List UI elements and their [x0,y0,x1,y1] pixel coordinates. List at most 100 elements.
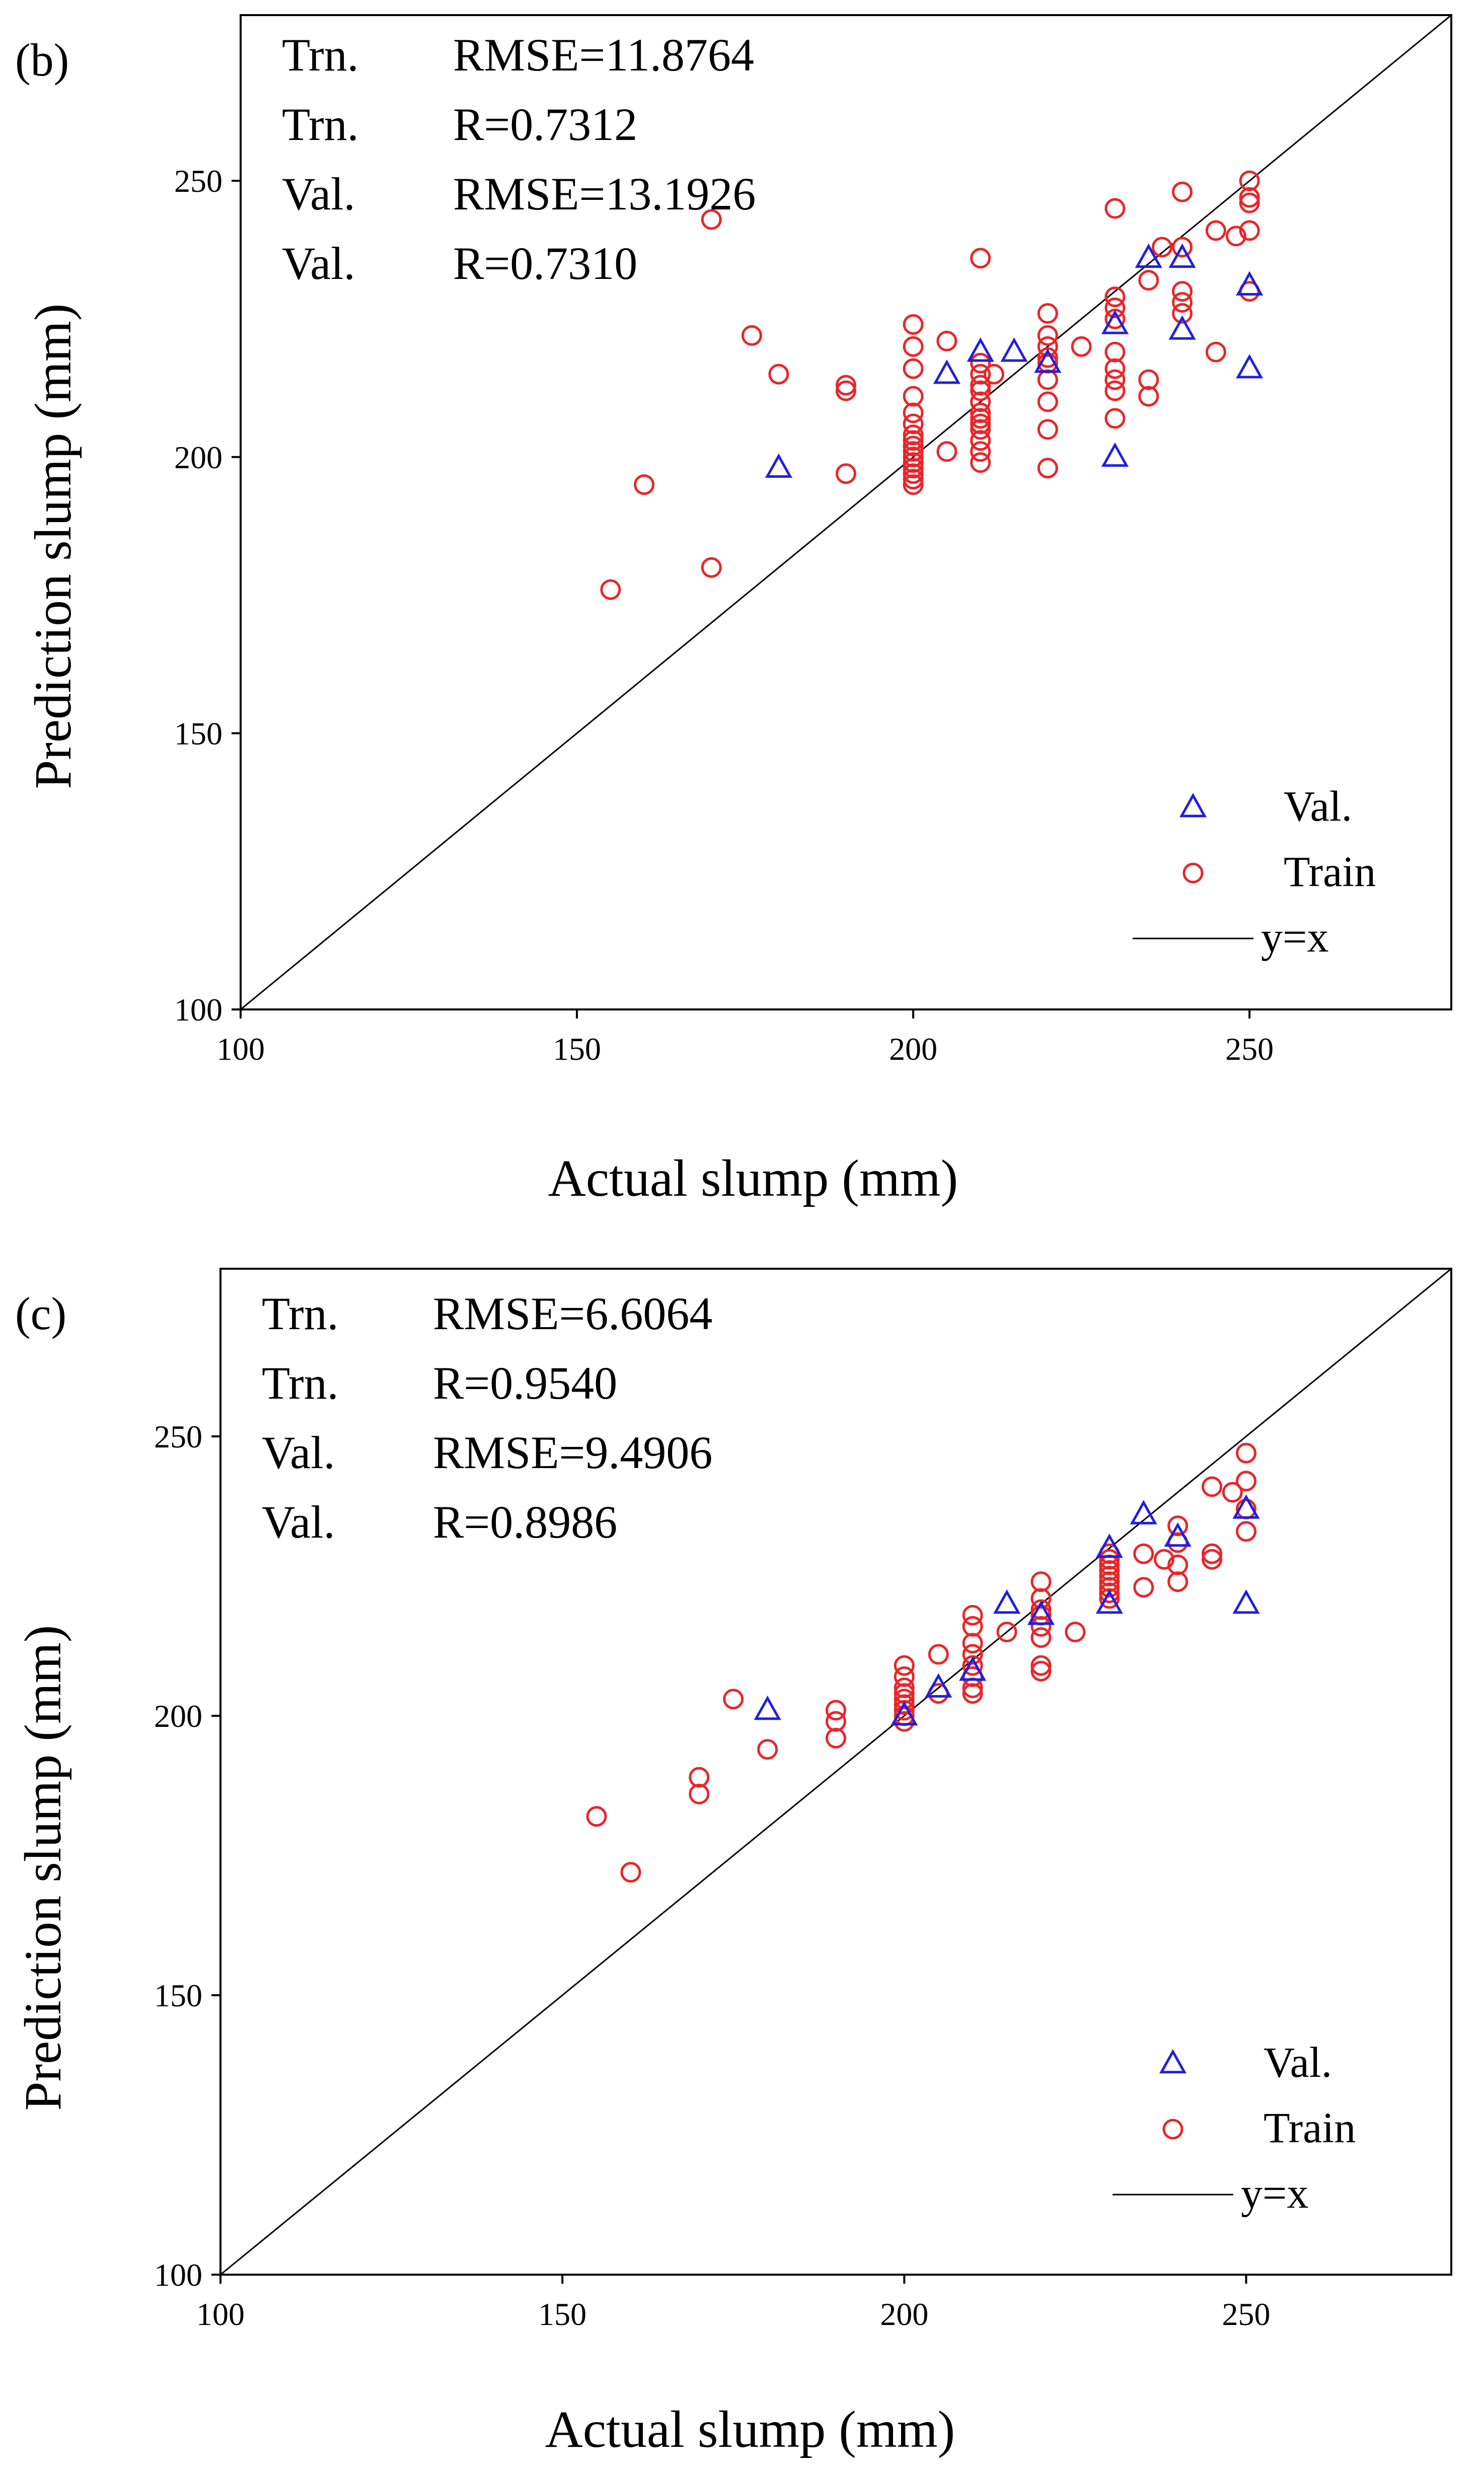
train-point [826,1727,846,1749]
x-tick-label: 200 [889,1031,937,1067]
x-tick-label: 100 [216,1031,265,1067]
train-point [903,314,924,335]
val-point [925,1673,952,1698]
train-point [1167,1515,1189,1537]
legend-train-marker [1162,2119,1183,2140]
stat-metric: RMSE=6.6064 [433,1288,712,1339]
stat-set-label: Trn. [282,99,359,150]
panel-label: (c) [15,1288,66,1339]
train-point [1071,336,1092,357]
stat-metric: R=0.7310 [453,238,637,289]
train-point [962,1605,983,1626]
train-point [689,1767,710,1788]
train-point [1030,1627,1052,1648]
val-point [1168,315,1196,340]
val-point [1164,1522,1192,1547]
stat-set-label: Trn. [282,29,359,81]
train-point [1202,1543,1223,1564]
identity-line [241,15,1451,1009]
val-point [754,1695,781,1720]
train-point [903,463,924,484]
train-point [1030,1616,1052,1637]
legend-label: Train [1264,2103,1356,2152]
train-point [1167,1554,1189,1575]
train-point [1104,408,1126,429]
train-point [1030,1660,1052,1682]
train-point [1236,1521,1256,1542]
legend-label: y=x [1261,913,1329,961]
tick-group: 100 150 200 250 100 150 200 250 [154,1419,1271,2332]
val-point [1168,243,1196,268]
y-tick-label: 100 [154,2257,202,2293]
val-point [1000,337,1028,362]
data-layer [220,1269,1451,2275]
train-point [1138,386,1159,407]
train-point [1236,1442,1256,1464]
train-point [826,1700,846,1721]
train-point [1236,1471,1256,1492]
train-point [1205,220,1226,241]
train-point [970,413,991,434]
val-point [993,1589,1021,1614]
train-point [826,1711,846,1732]
train-point [970,364,991,385]
train-point [962,1644,983,1665]
train-point [903,435,924,457]
train-point [1037,458,1058,479]
train-point [970,352,991,374]
train-point [1104,298,1126,319]
val-point [1135,243,1162,268]
train-point [1222,1482,1243,1503]
train-point [903,447,924,468]
val-point [1232,1589,1260,1614]
train-point [970,248,991,269]
train-point [970,402,991,423]
val-point [1130,1500,1157,1524]
train-point [1065,1622,1086,1642]
train-point [936,441,957,462]
stat-set-label: Val. [262,1496,335,1548]
train-point [970,375,991,396]
train-point [962,1616,983,1637]
train-point [983,364,1004,385]
val-point [765,453,792,478]
train-point [970,452,991,473]
val-point [933,359,960,384]
stat-set-label: Trn. [262,1357,339,1409]
train-point [928,1644,949,1665]
train-point [894,1689,915,1710]
train-point [894,1655,915,1676]
y-tick-label: 100 [174,992,222,1028]
train-point [970,419,991,440]
train-point [1099,1549,1120,1570]
val-point [1232,1494,1260,1519]
x-tick-label: 100 [196,2296,245,2332]
train-point [701,557,722,578]
identity-line [220,1269,1451,2275]
train-point [1104,358,1126,379]
train-point [600,579,621,600]
train-point [1172,237,1193,258]
train-point [970,441,991,462]
train-point [1205,341,1226,362]
x-tick-label: 150 [538,2296,586,2332]
train-point [970,391,991,412]
stat-metric: RMSE=13.1926 [453,168,756,220]
train-point [1104,380,1126,401]
legend-train-marker [1182,862,1204,884]
train-point [1239,220,1260,241]
train-point [1225,226,1246,247]
val-point [1101,310,1129,334]
stat-set-label: Val. [262,1427,335,1478]
train-point [1037,325,1058,346]
stat-metric: R=0.8986 [433,1496,617,1548]
train-point [1099,1560,1120,1581]
train-point [586,1806,607,1827]
stat-metric: RMSE=9.4906 [433,1427,712,1478]
stat-set-label: Val. [282,168,355,220]
train-point [903,402,924,423]
legend-label: Val. [1284,782,1352,830]
train-point [634,474,655,495]
val-point [1095,1589,1123,1614]
